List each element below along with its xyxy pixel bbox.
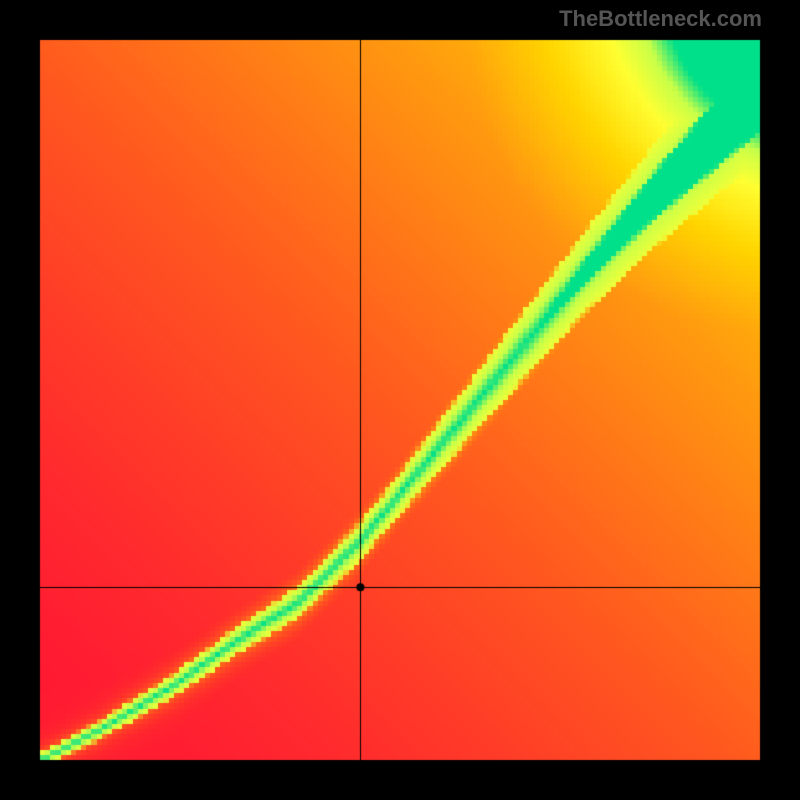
bottleneck-heatmap (0, 0, 800, 800)
chart-wrapper: TheBottleneck.com (0, 0, 800, 800)
